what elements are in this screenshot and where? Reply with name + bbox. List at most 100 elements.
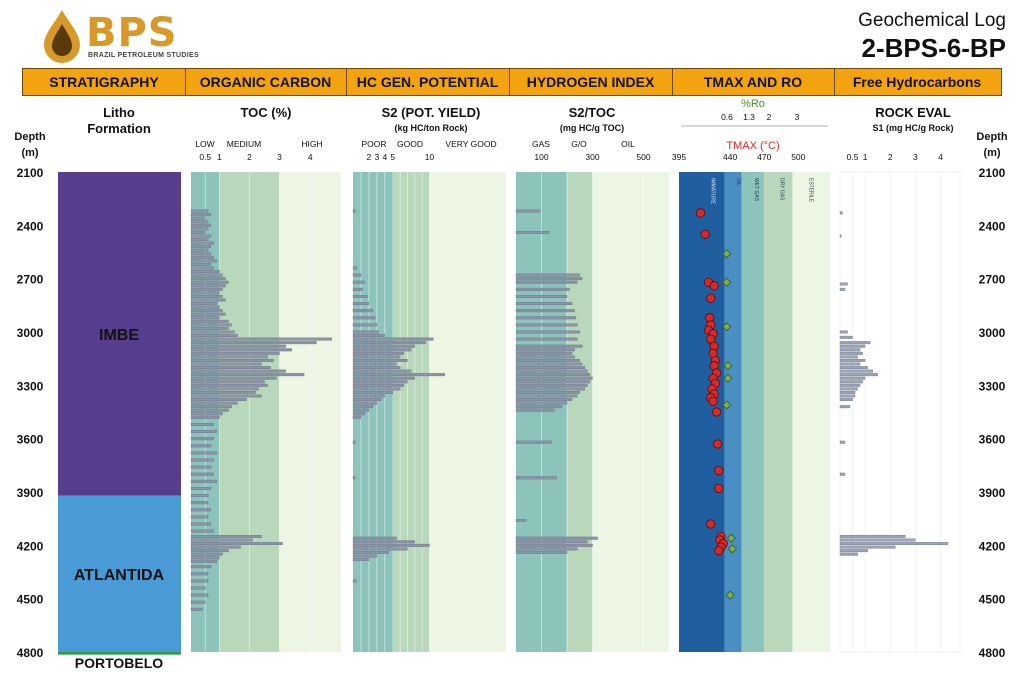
depth-tick-label: 2700 — [17, 273, 44, 287]
ro-tick-label: 0.6 — [721, 112, 733, 122]
depth-tick-label: 3600 — [17, 433, 44, 447]
toc-bar — [190, 259, 217, 263]
s1-bar — [839, 369, 873, 373]
s1-title: ROCK EVAL — [875, 105, 951, 120]
tmax-point — [714, 466, 724, 476]
toc-bar — [190, 366, 271, 370]
s2-bar — [352, 351, 404, 355]
toc-bar — [190, 451, 217, 455]
s1-bar — [839, 282, 848, 286]
hi-bar — [515, 408, 555, 412]
s2-bar — [352, 579, 357, 583]
toc-bar — [190, 549, 229, 553]
s2-tick-label: 4 — [382, 152, 387, 162]
bps-logo: BPS BRAZIL PETROLEUM STUDIES — [40, 8, 200, 64]
toc-bar — [190, 323, 232, 327]
hi-bar — [515, 405, 563, 409]
formation-block — [58, 652, 181, 655]
toc-bar — [190, 294, 223, 298]
s1-bar — [839, 549, 868, 553]
hi-bar — [515, 540, 588, 544]
ro-point — [727, 544, 737, 554]
toc-bar — [190, 508, 212, 512]
depth-tick-label: 3000 — [979, 326, 1006, 340]
s2-bar — [352, 316, 376, 320]
s2-bar — [352, 280, 366, 284]
ro-tick-label: 2 — [767, 112, 772, 122]
ro-tick-label: 3 — [795, 112, 800, 122]
toc-bar — [190, 515, 209, 519]
toc-bar — [190, 373, 305, 377]
well-name: 2-BPS-6-BP — [861, 33, 1006, 63]
toc-bar — [190, 383, 268, 387]
toc-bar — [190, 422, 214, 426]
toc-bar — [190, 565, 212, 569]
tmax-point — [708, 396, 718, 406]
toc-bar — [190, 348, 292, 352]
toc-bar — [190, 486, 212, 490]
s2-unit: (kg HC/ton Rock) — [395, 123, 468, 133]
logo-text: BPS — [86, 10, 178, 56]
toc-bar — [190, 465, 212, 469]
toc-bar — [190, 291, 220, 295]
depth-tick-label: 4800 — [979, 646, 1006, 660]
s2-tick-label: 5 — [390, 152, 395, 162]
toc-bar — [190, 415, 220, 419]
s2-bar — [352, 344, 415, 348]
s1-bar — [839, 472, 846, 476]
s1-bar — [839, 538, 916, 542]
toc-tick-label: 4 — [308, 152, 313, 162]
toc-bar — [190, 284, 226, 288]
tmax-point — [700, 229, 710, 239]
toc-bar — [190, 255, 214, 259]
depth-unit: (m) — [983, 147, 1000, 159]
toc-bar — [190, 302, 217, 306]
hi-tick-label: 500 — [636, 152, 650, 162]
s2-zone-label: VERY GOOD — [445, 139, 496, 149]
formation-block — [58, 172, 181, 496]
tmax-point — [714, 546, 724, 556]
s2-bar — [352, 209, 356, 213]
toc-bar — [190, 472, 214, 476]
tmax-point — [695, 208, 706, 218]
s2-bar — [352, 369, 412, 373]
tmax-tick-label: 440 — [723, 152, 737, 162]
logo-tagline: BRAZIL PETROLEUM STUDIES — [88, 52, 199, 59]
s1-bar — [839, 211, 843, 215]
s2-bar — [352, 383, 404, 387]
tmax-zone-label: WET GAS — [753, 178, 759, 202]
hi-bar — [515, 351, 573, 355]
hi-bar — [515, 358, 580, 362]
s1-bar — [839, 362, 861, 366]
formation-block — [58, 495, 181, 652]
toc-bar — [190, 542, 283, 546]
hi-bar — [515, 383, 588, 387]
toc-bar — [190, 223, 212, 227]
depth-tick-label: 4800 — [17, 646, 44, 660]
hi-bar — [515, 330, 580, 334]
depth-tick-label: 3900 — [17, 486, 44, 500]
toc-bar — [190, 600, 206, 604]
toc-bar — [190, 252, 212, 256]
s1-bar — [839, 376, 866, 380]
toc-bar — [190, 270, 220, 274]
hi-bar — [515, 373, 591, 377]
hi-bar — [515, 376, 593, 380]
toc-tick-label: 2 — [247, 152, 252, 162]
depth-tick-label: 2700 — [979, 273, 1006, 287]
toc-bar — [190, 572, 209, 576]
s1-bar — [839, 387, 858, 391]
depth-tick-label: 4200 — [17, 539, 44, 553]
hi-bar — [515, 348, 575, 352]
hi-bar — [515, 337, 578, 341]
toc-bar — [190, 298, 226, 302]
toc-bar — [190, 248, 209, 252]
s1-bar — [839, 366, 868, 370]
depth-tick-label: 4200 — [979, 539, 1006, 553]
tmax-tick-label: 470 — [757, 152, 771, 162]
oil-drop-icon — [44, 10, 80, 63]
toc-title: TOC (%) — [240, 105, 291, 120]
formation-header: Formation — [87, 121, 151, 136]
hi-bar — [515, 369, 588, 373]
s2-bar — [352, 476, 356, 480]
